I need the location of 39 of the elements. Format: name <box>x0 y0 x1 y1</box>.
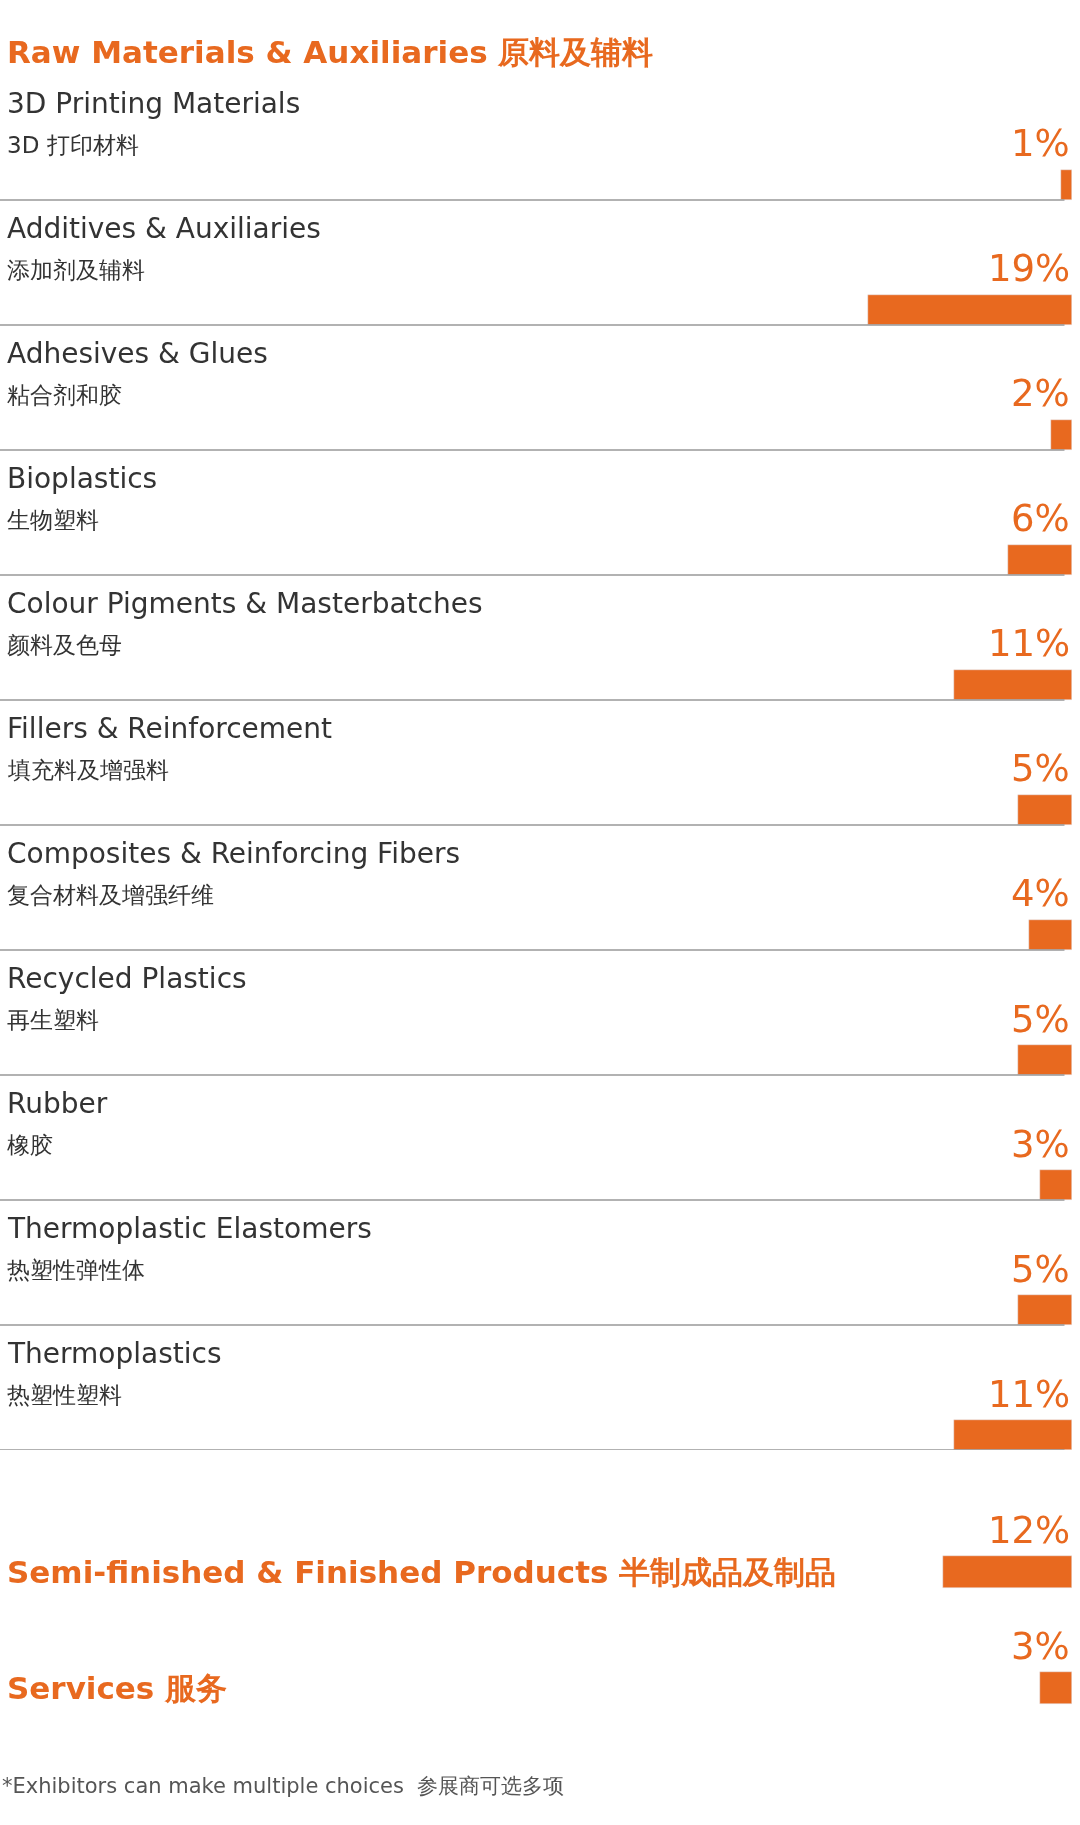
data-label: 2% <box>1011 372 1070 415</box>
data-label: 19% <box>988 247 1071 290</box>
category-label: Composites & Reinforcing Fibers 复合材料及增强纤维 <box>7 837 461 908</box>
category-label: Additives & Auxiliaries 添加剂及辅料 <box>7 212 321 283</box>
data-label: 5% <box>1011 998 1070 1041</box>
category-label: Fillers & Reinforcement 填充料及增强料 <box>7 712 333 783</box>
bar <box>1007 544 1072 575</box>
bar <box>953 1419 1072 1450</box>
data-label: 11% <box>988 622 1071 665</box>
category-label: Services 服务 <box>7 1670 228 1706</box>
data-label: 5% <box>1011 1248 1070 1291</box>
data-label: 1% <box>1011 122 1070 165</box>
data-label: 3% <box>1011 1123 1070 1166</box>
category-label: 3D Printing Materials 3D 打印材料 <box>7 87 301 158</box>
category-label: Recycled Plastics 再生塑料 <box>7 962 247 1033</box>
category-label: Colour Pigments & Masterbatches 颜料及色母 <box>7 587 483 658</box>
bar <box>1017 1044 1072 1075</box>
data-label: 4% <box>1011 872 1070 915</box>
category-label: Thermoplastic Elastomers 热塑性弹性体 <box>7 1212 372 1283</box>
category-label: Thermoplastics 热塑性塑料 <box>7 1337 222 1408</box>
bar <box>1017 1294 1072 1325</box>
text: *Exhibitors can make multiple choices 参展商可选多项 <box>2 1774 565 1798</box>
bar <box>1039 1169 1072 1200</box>
category-label: Rubber 橡胶 <box>7 1087 108 1158</box>
category-label: Adhesives & Glues 粘合剂和胶 <box>7 337 268 408</box>
bar <box>1017 794 1072 825</box>
category-label: Bioplastics 生物塑料 <box>7 462 158 533</box>
category-label: Semi-finished & Finished Products 半制成品及制品 <box>7 1554 837 1590</box>
bar <box>1028 919 1072 950</box>
data-label: 12% <box>988 1509 1071 1552</box>
chart-title: Raw Materials & Auxiliaries 原料及辅料 <box>7 34 654 70</box>
bar <box>1050 419 1072 450</box>
data-label: 5% <box>1011 747 1070 790</box>
data-label: 3% <box>1011 1625 1070 1668</box>
data-label: 6% <box>1011 497 1070 540</box>
bar <box>953 669 1072 700</box>
bar <box>1060 169 1072 200</box>
data-label: 11% <box>988 1373 1071 1416</box>
bar <box>867 294 1072 325</box>
